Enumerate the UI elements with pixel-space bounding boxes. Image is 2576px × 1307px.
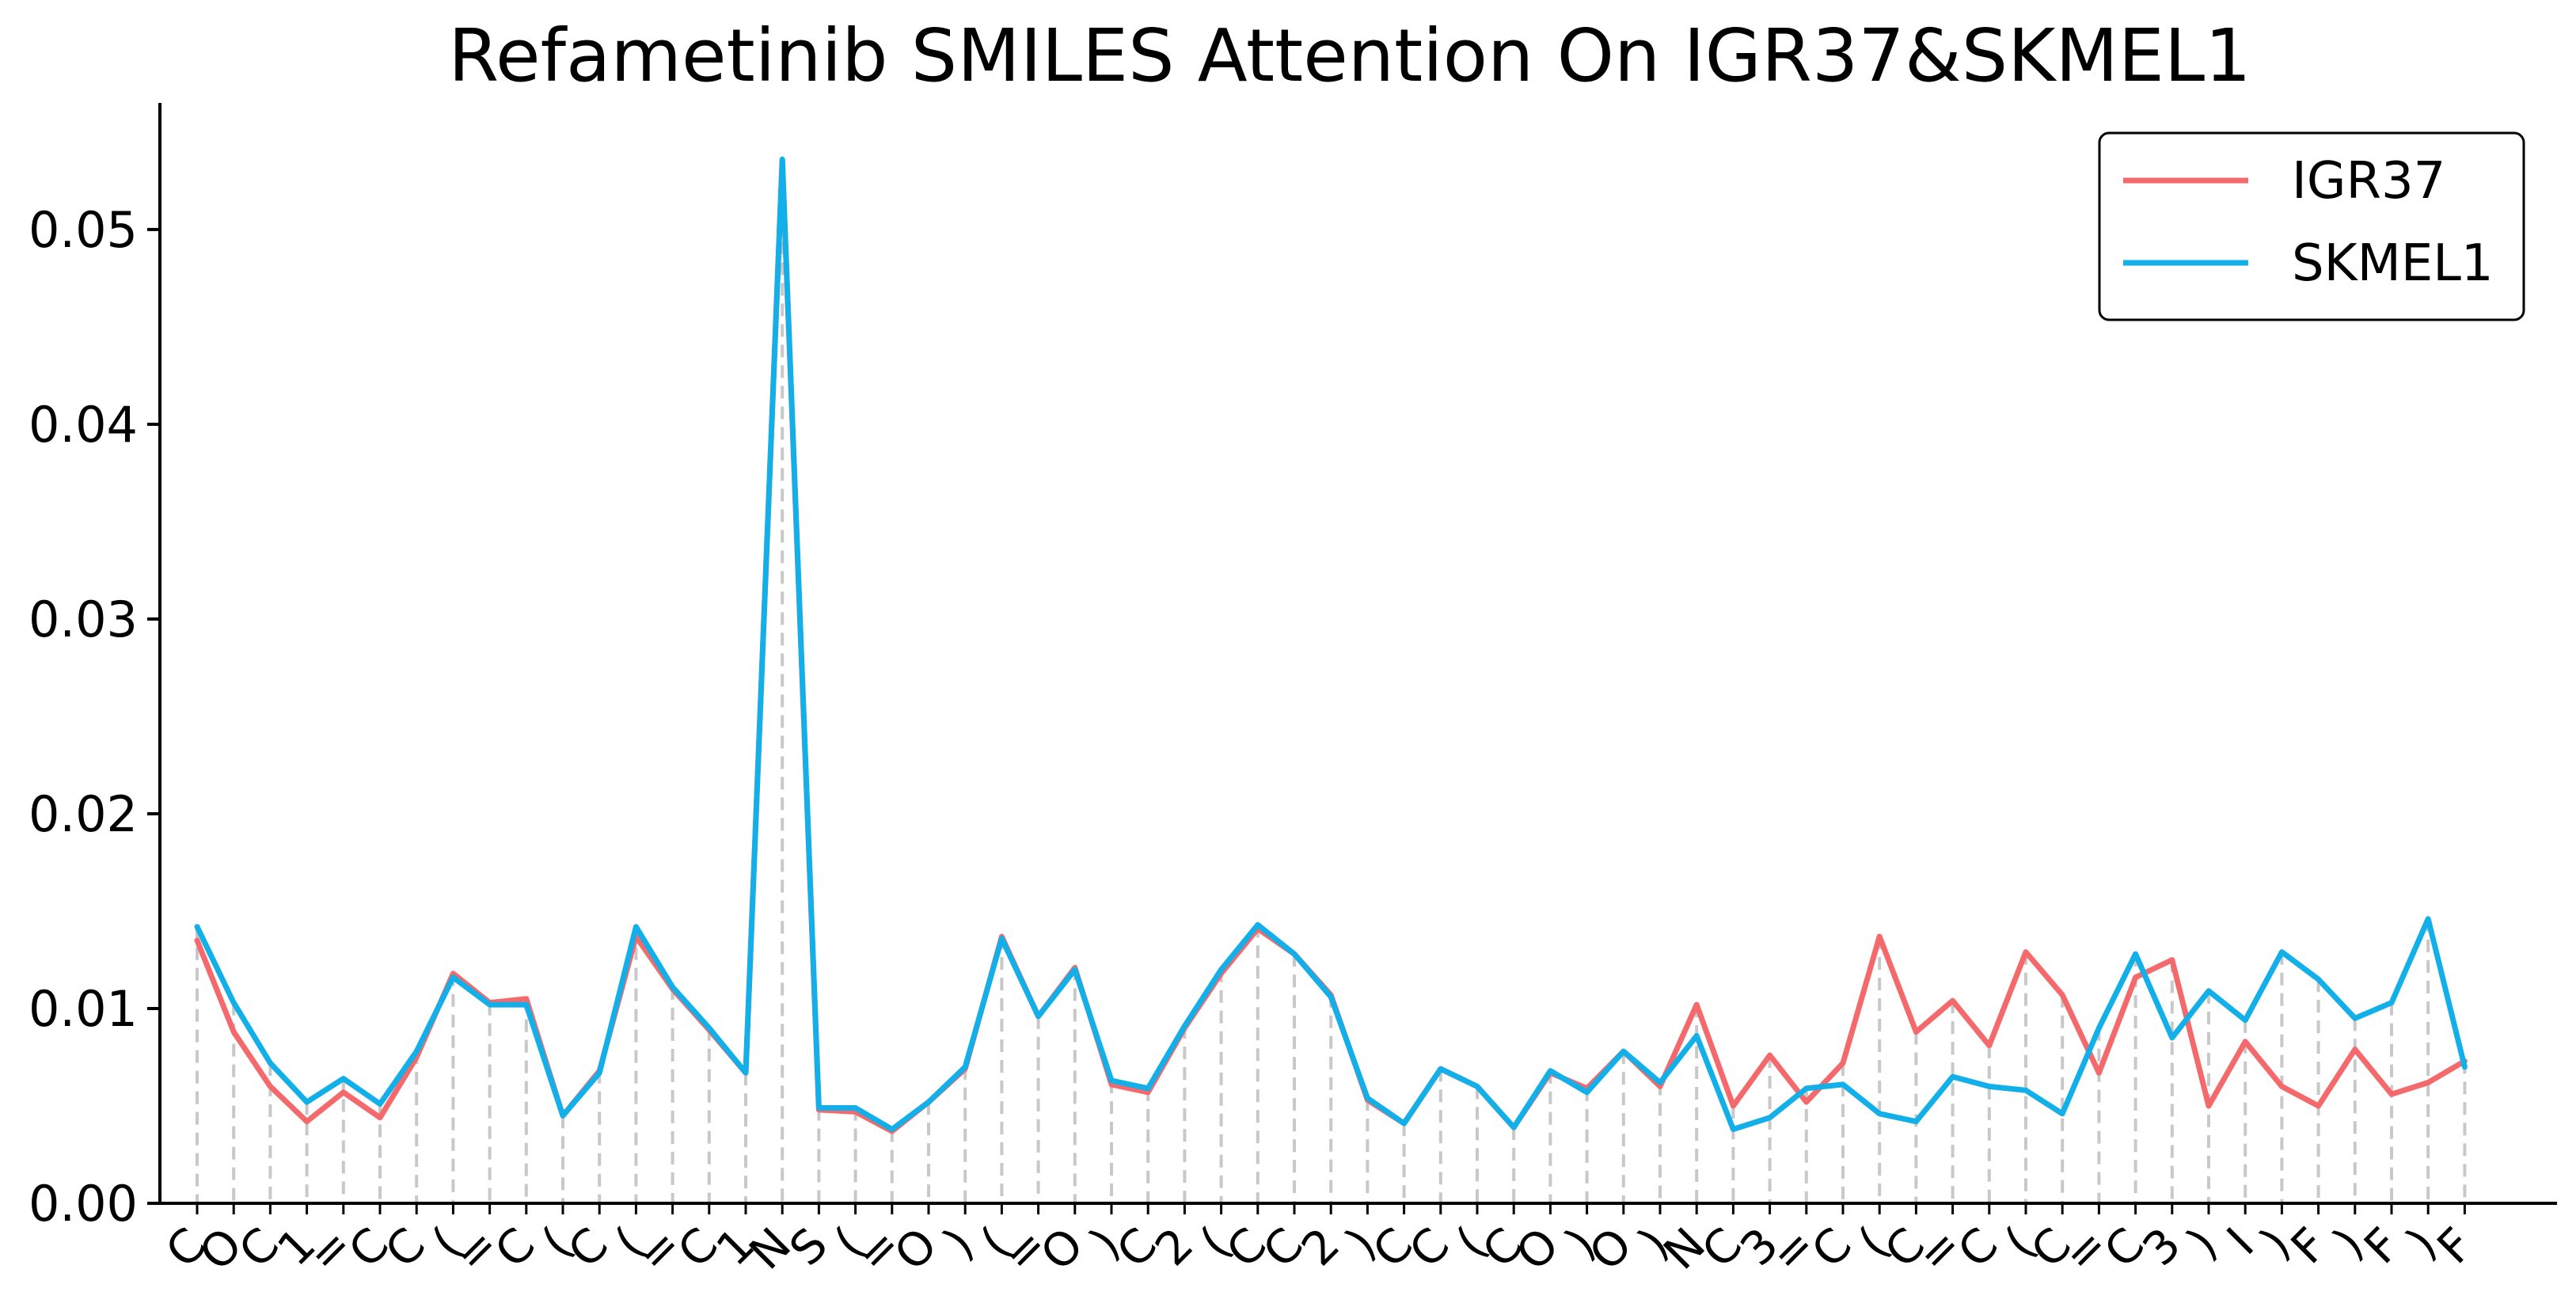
legend-label-igr37: IGR37: [2292, 152, 2445, 211]
legend: IGR37 SKMEL1: [2098, 131, 2525, 321]
y-tick-label: 0.04: [28, 396, 138, 454]
y-tick-label: 0.05: [28, 201, 138, 259]
series-line-skmel1: [194, 156, 2468, 1132]
chart-title: Refametinib SMILES Attention On IGR37&SK…: [448, 13, 2251, 98]
series-layer: [194, 156, 2468, 1134]
y-tick-label: 0.01: [28, 980, 138, 1038]
y-tick-label: 0.02: [28, 785, 138, 843]
legend-label-skmel1: SKMEL1: [2292, 234, 2494, 293]
y-tick-label: 0.03: [28, 591, 138, 648]
drop-lines: [196, 159, 2467, 1203]
y-ticks: 0.00 0.01 0.02 0.03 0.04 0.05: [28, 201, 160, 1233]
y-tick-label: 0.00: [28, 1175, 138, 1233]
